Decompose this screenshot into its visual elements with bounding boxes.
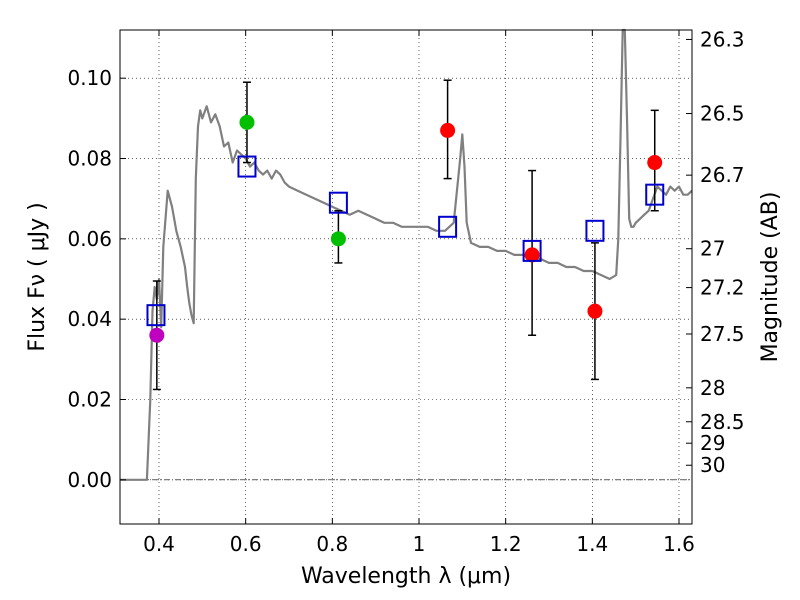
y-tick-label: 0.06	[67, 227, 112, 251]
x-tick-label: 1.2	[490, 532, 522, 556]
mag-tick-label: 28.5	[700, 410, 745, 434]
x-tick-label: 1.4	[576, 532, 608, 556]
x-axis-ticks: 0.4 0.6 0.8 1 1.2 1.4 1.6	[143, 30, 695, 556]
mag-tick-label: 27.5	[700, 322, 745, 346]
y-axis-label: Flux Fν ( μJy )	[25, 202, 50, 351]
mag-tick-label: 26.5	[700, 102, 745, 126]
x-tick-label: 0.8	[316, 532, 348, 556]
model photometry-box	[146, 304, 166, 327]
y-tick-label: 0.08	[67, 147, 112, 171]
y-tick-label: 0.00	[67, 468, 112, 492]
red-point	[587, 303, 603, 319]
model photometry-box	[645, 183, 665, 206]
x-axis-label: Wavelength λ (μm)	[301, 564, 511, 589]
y-axis-ticks: 0.00 0.02 0.04 0.06 0.08 0.10	[67, 66, 126, 492]
y-tick-label: 0.04	[67, 307, 112, 331]
x-tick-label: 1.6	[663, 532, 695, 556]
data-markers	[146, 114, 665, 343]
mag-tick-label: 27.2	[700, 276, 745, 300]
model photometry-box	[237, 155, 257, 178]
mag-tick-label: 26.3	[700, 27, 745, 51]
model photometry-box	[585, 219, 605, 242]
mag-tick-label: 28	[700, 376, 725, 400]
plot-frame	[119, 29, 693, 525]
y-axis-right-label: Magnitude (AB)	[758, 192, 783, 363]
x-tick-label: 1	[413, 532, 426, 556]
green-point	[330, 231, 346, 247]
mag-tick-label: 26.7	[700, 163, 745, 187]
red-point	[647, 155, 663, 171]
red-point	[524, 247, 540, 263]
model-spectrum	[120, 28, 693, 481]
mag-tick-label: 30	[700, 453, 725, 477]
x-tick-label: 0.4	[143, 532, 175, 556]
mag-tick-label: 27	[700, 237, 725, 261]
x-tick-label: 0.6	[230, 532, 262, 556]
model photometry-box	[328, 191, 348, 214]
model photometry-box	[522, 239, 542, 262]
model photometry-box	[438, 215, 458, 238]
model-spectrum-line	[120, 28, 693, 481]
red-point	[440, 122, 456, 138]
magenta-point	[149, 327, 165, 343]
green-point	[239, 114, 255, 130]
mag-tick-label: 29	[700, 431, 725, 455]
y-tick-label: 0.10	[67, 66, 112, 90]
y-tick-label: 0.02	[67, 387, 112, 411]
